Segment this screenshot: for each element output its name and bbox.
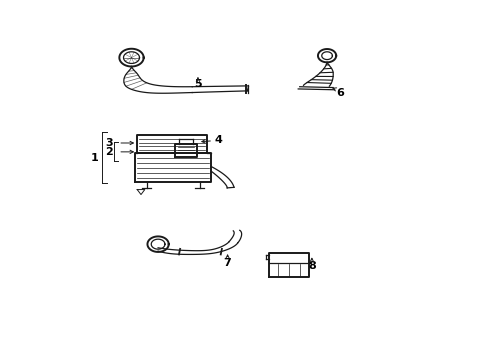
Text: 2: 2 (106, 147, 113, 157)
Text: 1: 1 (91, 153, 98, 163)
Text: 8: 8 (308, 261, 316, 271)
Text: 5: 5 (194, 79, 202, 89)
Text: 4: 4 (215, 135, 223, 145)
Text: 7: 7 (224, 258, 231, 268)
Text: 6: 6 (337, 87, 344, 98)
Text: 3: 3 (106, 138, 113, 148)
